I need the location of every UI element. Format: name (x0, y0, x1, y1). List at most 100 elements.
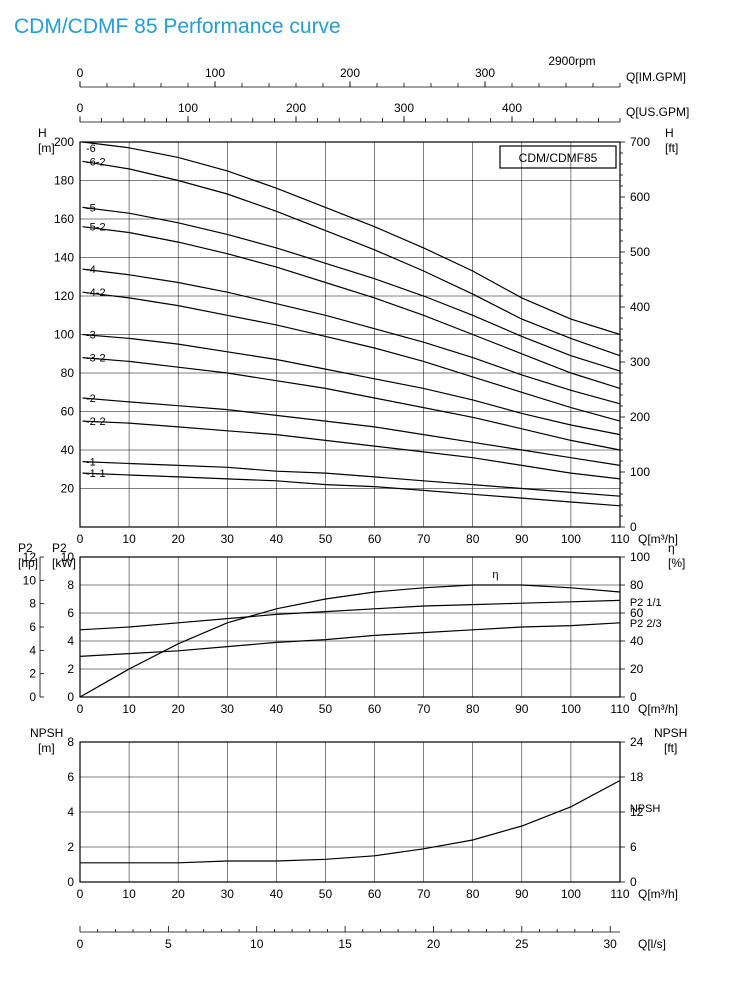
svg-text:-5-2: -5-2 (86, 222, 106, 234)
svg-text:70: 70 (417, 887, 431, 901)
svg-text:H: H (38, 126, 47, 140)
svg-text:0: 0 (77, 101, 84, 115)
svg-text:15: 15 (338, 937, 352, 951)
svg-text:110: 110 (610, 887, 629, 901)
svg-text:30: 30 (604, 937, 618, 951)
svg-text:400: 400 (630, 300, 650, 314)
svg-text:-4: -4 (86, 264, 96, 276)
svg-text:-1: -1 (86, 457, 96, 469)
svg-text:[kW]: [kW] (52, 556, 76, 570)
svg-text:700: 700 (630, 135, 650, 149)
svg-text:Q[US.GPM]: Q[US.GPM] (626, 105, 689, 119)
svg-text:40: 40 (270, 887, 284, 901)
svg-text:0: 0 (630, 875, 637, 889)
svg-text:4: 4 (67, 634, 74, 648)
svg-text:5: 5 (165, 937, 172, 951)
svg-text:180: 180 (54, 174, 74, 188)
svg-text:60: 60 (368, 532, 382, 546)
performance-chart-svg: 2900rpm0100200300Q[IM.GPM]0100200300400Q… (10, 47, 725, 997)
svg-text:200: 200 (54, 135, 74, 149)
svg-text:90: 90 (515, 532, 529, 546)
svg-text:NPSH: NPSH (654, 726, 687, 740)
svg-text:200: 200 (340, 66, 360, 80)
svg-text:6: 6 (67, 770, 74, 784)
svg-text:[%]: [%] (668, 556, 685, 570)
svg-text:70: 70 (417, 702, 431, 716)
svg-text:20: 20 (427, 937, 441, 951)
svg-text:Q[m³/h]: Q[m³/h] (638, 887, 678, 901)
svg-text:80: 80 (466, 532, 480, 546)
svg-text:40: 40 (61, 443, 75, 457)
svg-text:100: 100 (630, 465, 650, 479)
svg-text:-4-2: -4-2 (86, 287, 106, 299)
svg-text:0: 0 (29, 690, 36, 704)
svg-text:-3-2: -3-2 (86, 353, 106, 365)
svg-text:2: 2 (67, 840, 74, 854)
svg-text:60: 60 (368, 702, 382, 716)
svg-text:4: 4 (29, 643, 36, 657)
svg-text:NPSH: NPSH (630, 803, 661, 815)
svg-text:-3: -3 (86, 330, 96, 342)
svg-text:100: 100 (205, 66, 225, 80)
svg-text:140: 140 (54, 251, 74, 265)
svg-text:80: 80 (466, 702, 480, 716)
svg-text:Q[IM.GPM]: Q[IM.GPM] (626, 70, 686, 84)
svg-text:8: 8 (29, 597, 36, 611)
svg-text:100: 100 (561, 532, 581, 546)
svg-text:20: 20 (630, 662, 644, 676)
svg-text:80: 80 (630, 578, 644, 592)
svg-text:300: 300 (630, 355, 650, 369)
svg-text:CDM/CDMF85: CDM/CDMF85 (519, 151, 598, 165)
svg-text:Q[m³/h]: Q[m³/h] (638, 702, 678, 716)
svg-text:20: 20 (172, 702, 186, 716)
svg-text:0: 0 (77, 887, 84, 901)
svg-text:600: 600 (630, 190, 650, 204)
svg-text:10: 10 (122, 702, 136, 716)
svg-text:200: 200 (286, 101, 306, 115)
svg-text:40: 40 (270, 532, 284, 546)
svg-text:10: 10 (122, 532, 136, 546)
svg-text:η: η (492, 569, 498, 581)
svg-text:20: 20 (172, 532, 186, 546)
svg-text:300: 300 (475, 66, 495, 80)
svg-text:Q[l/s]: Q[l/s] (638, 937, 666, 951)
svg-text:110: 110 (610, 532, 629, 546)
svg-text:[m]: [m] (38, 141, 55, 155)
svg-text:50: 50 (319, 702, 333, 716)
svg-text:70: 70 (417, 532, 431, 546)
svg-text:6: 6 (29, 620, 36, 634)
svg-text:0: 0 (67, 690, 74, 704)
svg-text:[ft]: [ft] (664, 741, 677, 755)
svg-text:10: 10 (122, 887, 136, 901)
svg-text:50: 50 (319, 532, 333, 546)
svg-text:40: 40 (270, 702, 284, 716)
svg-text:100: 100 (178, 101, 198, 115)
svg-text:2: 2 (67, 662, 74, 676)
svg-text:10: 10 (23, 573, 37, 587)
svg-text:-1-1: -1-1 (86, 468, 106, 480)
svg-text:-6: -6 (86, 143, 96, 155)
svg-text:η: η (668, 541, 675, 555)
svg-text:0: 0 (630, 520, 637, 534)
svg-text:25: 25 (515, 937, 529, 951)
svg-text:100: 100 (630, 550, 650, 564)
svg-text:6: 6 (630, 840, 637, 854)
svg-text:2: 2 (29, 667, 36, 681)
svg-text:60: 60 (368, 887, 382, 901)
svg-text:0: 0 (77, 532, 84, 546)
svg-text:30: 30 (221, 887, 235, 901)
svg-text:0: 0 (77, 66, 84, 80)
svg-text:0: 0 (630, 690, 637, 704)
svg-text:80: 80 (61, 366, 75, 380)
svg-text:200: 200 (630, 410, 650, 424)
svg-text:300: 300 (394, 101, 414, 115)
svg-text:24: 24 (630, 735, 644, 749)
svg-text:90: 90 (515, 702, 529, 716)
svg-text:8: 8 (67, 578, 74, 592)
svg-text:110: 110 (610, 702, 629, 716)
svg-text:30: 30 (221, 532, 235, 546)
svg-text:400: 400 (502, 101, 522, 115)
svg-text:P2: P2 (18, 541, 33, 555)
svg-text:6: 6 (67, 606, 74, 620)
svg-text:100: 100 (561, 702, 581, 716)
